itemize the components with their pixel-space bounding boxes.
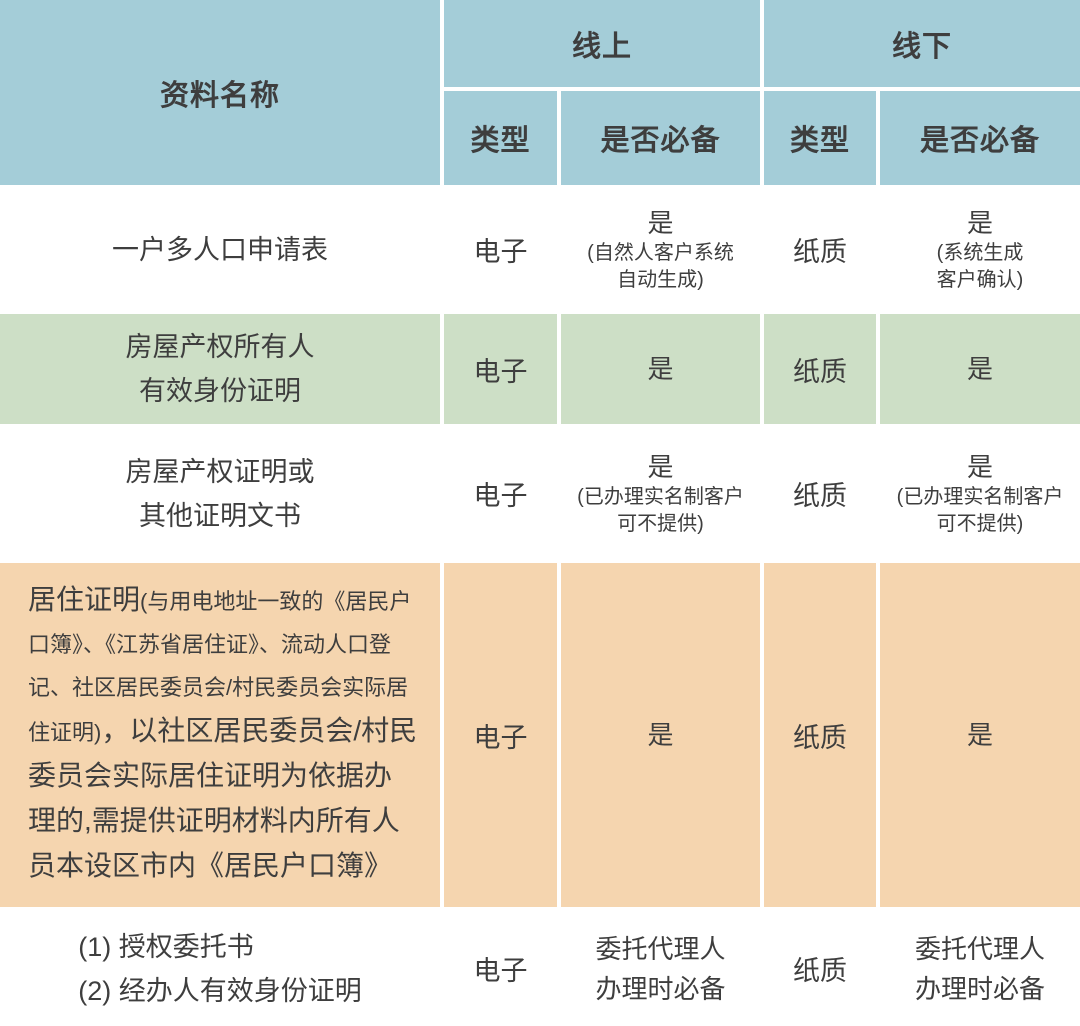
row1-online-required-text: 是 (自然人客户系统 自动生成) — [587, 206, 734, 294]
row4-offline-required: 是 — [880, 563, 1080, 907]
header-online-type: 类型 — [444, 91, 557, 185]
row4-offline-type: 纸质 — [764, 563, 876, 907]
row5-name: (1) 授权委托书 (2) 经办人有效身份证明 — [0, 911, 440, 1026]
header-offline-required: 是否必备 — [880, 91, 1080, 185]
row2-name: 房屋产权所有人 有效身份证明 — [0, 314, 440, 424]
required-note: (已办理实名制客户 可不提供) — [896, 485, 1064, 535]
header-offline-type: 类型 — [764, 91, 876, 185]
row3-offline-required-text: 是 (已办理实名制客户 可不提供) — [897, 450, 1064, 538]
header-online: 线上 — [444, 0, 760, 87]
row4-online-type: 电子 — [444, 563, 557, 907]
row3-name: 房屋产权证明或 其他证明文书 — [0, 428, 440, 559]
row3-online-required-text: 是 (已办理实名制客户 可不提供) — [577, 450, 744, 538]
required-note: (自然人客户系统 自动生成) — [587, 241, 734, 291]
row3-online-type: 电子 — [444, 428, 557, 559]
row3-offline-required: 是 (已办理实名制客户 可不提供) — [880, 428, 1080, 559]
required-note: (系统生成 客户确认) — [936, 241, 1024, 291]
header-offline: 线下 — [764, 0, 1080, 87]
row1-offline-type: 纸质 — [764, 189, 876, 310]
residence-note: (与用电地址一致的《居民户口簿》、《江苏省居住证》、流动人口登记、社区居民委员会… — [28, 588, 412, 745]
row1-name: 一户多人口申请表 — [0, 189, 440, 310]
row3-offline-type: 纸质 — [764, 428, 876, 559]
row2-online-type: 电子 — [444, 314, 557, 424]
required-note: (已办理实名制客户 可不提供) — [577, 485, 744, 535]
row5-online-required: 委托代理人 办理时必备 — [561, 911, 760, 1026]
row1-online-type: 电子 — [444, 189, 557, 310]
required-flag: 是 — [647, 451, 674, 482]
row5-offline-required: 委托代理人 办理时必备 — [880, 911, 1080, 1026]
row4-online-required: 是 — [561, 563, 760, 907]
row2-offline-type: 纸质 — [764, 314, 876, 424]
row5-online-type: 电子 — [444, 911, 557, 1026]
row1-offline-required: 是 (系统生成 客户确认) — [880, 189, 1080, 310]
required-flag: 是 — [647, 207, 674, 238]
row1-online-required: 是 (自然人客户系统 自动生成) — [561, 189, 760, 310]
row4-name: 居住证明(与用电地址一致的《居民户口簿》、《江苏省居住证》、流动人口登记、社区居… — [0, 563, 440, 907]
row2-online-required: 是 — [561, 314, 760, 424]
row4-name-text: 居住证明(与用电地址一致的《居民户口簿》、《江苏省居住证》、流动人口登记、社区居… — [0, 580, 440, 891]
header-material: 资料名称 — [0, 0, 440, 185]
residence-tail: ，以社区居民委员会/村民委员会实际居住证明为依据办理的,需提供证明材料内所有人员… — [28, 714, 418, 881]
row3-online-required: 是 (已办理实名制客户 可不提供) — [561, 428, 760, 559]
required-flag: 是 — [966, 451, 993, 482]
required-flag: 是 — [966, 207, 993, 238]
row2-offline-required: 是 — [880, 314, 1080, 424]
residence-lead: 居住证明 — [28, 583, 141, 615]
header-online-required: 是否必备 — [561, 91, 760, 185]
row5-offline-type: 纸质 — [764, 911, 876, 1026]
row1-offline-required-text: 是 (系统生成 客户确认) — [937, 206, 1024, 294]
